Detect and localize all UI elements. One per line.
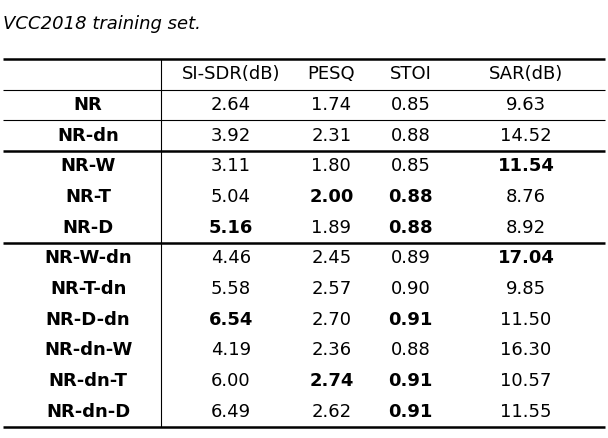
Text: 0.90: 0.90	[390, 280, 430, 298]
Text: 9.85: 9.85	[506, 280, 546, 298]
Text: 0.89: 0.89	[390, 249, 430, 268]
Text: 6.54: 6.54	[209, 311, 253, 329]
Text: 0.91: 0.91	[389, 311, 432, 329]
Text: VCC2018 training set.: VCC2018 training set.	[3, 15, 201, 33]
Text: 2.57: 2.57	[311, 280, 351, 298]
Text: 2.36: 2.36	[311, 341, 351, 360]
Text: 8.92: 8.92	[506, 219, 546, 237]
Text: 17.04: 17.04	[497, 249, 554, 268]
Text: NR-D: NR-D	[63, 219, 114, 237]
Text: 5.04: 5.04	[211, 188, 251, 206]
Text: SAR(dB): SAR(dB)	[489, 65, 563, 84]
Text: 0.91: 0.91	[389, 372, 432, 390]
Text: SI-SDR(dB): SI-SDR(dB)	[182, 65, 280, 84]
Text: 0.85: 0.85	[390, 96, 430, 114]
Text: 5.58: 5.58	[211, 280, 251, 298]
Text: 3.11: 3.11	[211, 157, 251, 176]
Text: NR-dn-D: NR-dn-D	[46, 403, 130, 421]
Text: 2.62: 2.62	[311, 403, 351, 421]
Text: STOI: STOI	[390, 65, 431, 84]
Text: NR-T-dn: NR-T-dn	[50, 280, 126, 298]
Text: 0.88: 0.88	[390, 341, 430, 360]
Text: 11.55: 11.55	[500, 403, 551, 421]
Text: NR-dn: NR-dn	[57, 127, 119, 145]
Text: 8.76: 8.76	[506, 188, 546, 206]
Text: NR-W-dn: NR-W-dn	[44, 249, 132, 268]
Text: 2.45: 2.45	[311, 249, 351, 268]
Text: 0.91: 0.91	[389, 403, 432, 421]
Text: 9.63: 9.63	[506, 96, 546, 114]
Text: 3.92: 3.92	[211, 127, 251, 145]
Text: 0.88: 0.88	[388, 188, 433, 206]
Text: NR-W: NR-W	[60, 157, 116, 176]
Text: 1.74: 1.74	[311, 96, 351, 114]
Text: NR-dn-T: NR-dn-T	[49, 372, 128, 390]
Text: 11.54: 11.54	[497, 157, 554, 176]
Text: 2.64: 2.64	[211, 96, 251, 114]
Text: 2.74: 2.74	[309, 372, 353, 390]
Text: 1.80: 1.80	[311, 157, 351, 176]
Text: 0.85: 0.85	[390, 157, 430, 176]
Text: 2.00: 2.00	[309, 188, 353, 206]
Text: 10.57: 10.57	[500, 372, 551, 390]
Text: NR-dn-W: NR-dn-W	[44, 341, 133, 360]
Text: 2.31: 2.31	[311, 127, 351, 145]
Text: NR-T: NR-T	[65, 188, 111, 206]
Text: 0.88: 0.88	[388, 219, 433, 237]
Text: 6.00: 6.00	[211, 372, 251, 390]
Text: 6.49: 6.49	[211, 403, 251, 421]
Text: NR: NR	[74, 96, 103, 114]
Text: 16.30: 16.30	[500, 341, 551, 360]
Text: 14.52: 14.52	[500, 127, 551, 145]
Text: 0.88: 0.88	[390, 127, 430, 145]
Text: 4.46: 4.46	[211, 249, 251, 268]
Text: NR-D-dn: NR-D-dn	[46, 311, 131, 329]
Text: PESQ: PESQ	[308, 65, 355, 84]
Text: 11.50: 11.50	[500, 311, 551, 329]
Text: 2.70: 2.70	[311, 311, 351, 329]
Text: 4.19: 4.19	[211, 341, 251, 360]
Text: 1.89: 1.89	[311, 219, 351, 237]
Text: 5.16: 5.16	[209, 219, 253, 237]
